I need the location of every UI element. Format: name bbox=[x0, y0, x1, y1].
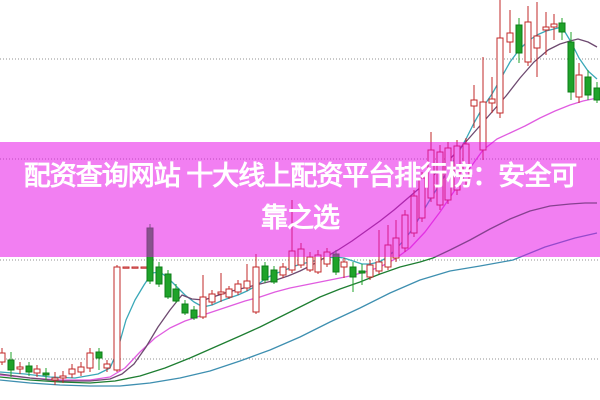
banner-title-line-1: 配资查询网站 十大线上配资平台排行榜：安全可 bbox=[23, 161, 578, 191]
banner-title-line-2: 靠之选 bbox=[261, 203, 340, 233]
promo-banner-overlay: 配资查询网站 十大线上配资平台排行榜：安全可 靠之选 bbox=[0, 142, 600, 257]
